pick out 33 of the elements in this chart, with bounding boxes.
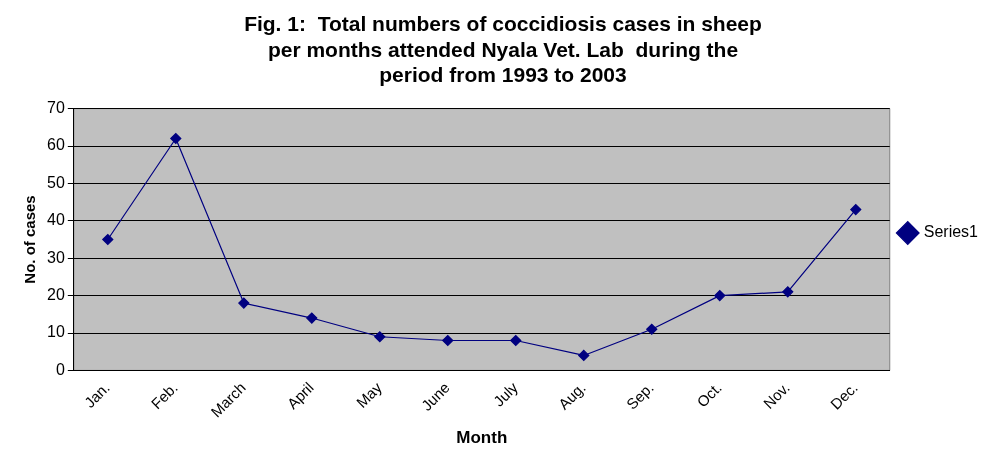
point bbox=[578, 349, 590, 362]
x-axis-title: Month bbox=[456, 428, 508, 448]
point bbox=[714, 290, 726, 302]
point bbox=[102, 233, 114, 246]
x-tick-label: Aug. bbox=[554, 378, 589, 413]
y-tick-label: 20 bbox=[47, 286, 65, 304]
y-tick-label: 30 bbox=[47, 248, 65, 266]
x-tick-label: Nov. bbox=[759, 378, 793, 412]
point bbox=[374, 331, 386, 343]
x-tick-label: Jan. bbox=[80, 378, 113, 411]
point bbox=[306, 312, 318, 324]
y-tick-label: 60 bbox=[47, 136, 65, 154]
chart-title: Fig. 1: Total numbers of coccidiosis cases in sheep per months attended Nyala Vet. Lab during the period from 1993 to 2003 bbox=[244, 12, 762, 86]
point bbox=[170, 132, 182, 145]
point bbox=[510, 334, 522, 347]
x-tick-label: May bbox=[352, 378, 386, 411]
point bbox=[646, 323, 658, 335]
legend-label: Series1 bbox=[923, 223, 979, 241]
point bbox=[442, 334, 454, 347]
x-tick-label: Dec. bbox=[826, 378, 861, 413]
y-axis-title: No. of cases bbox=[21, 195, 39, 284]
y-tick-label: 10 bbox=[47, 323, 65, 341]
point bbox=[782, 286, 794, 298]
point bbox=[238, 297, 250, 309]
point bbox=[850, 203, 862, 216]
y-tick-label: 50 bbox=[47, 173, 65, 191]
y-tick-label: 0 bbox=[55, 360, 65, 378]
x-tick-label: Feb. bbox=[147, 378, 181, 413]
x-tick-label: Oct. bbox=[693, 378, 725, 411]
x-tick-label: Sep. bbox=[622, 378, 657, 413]
y-tick-label: 70 bbox=[47, 99, 65, 117]
y-tick-label: 40 bbox=[47, 211, 65, 229]
x-tick-label: July bbox=[489, 378, 522, 410]
